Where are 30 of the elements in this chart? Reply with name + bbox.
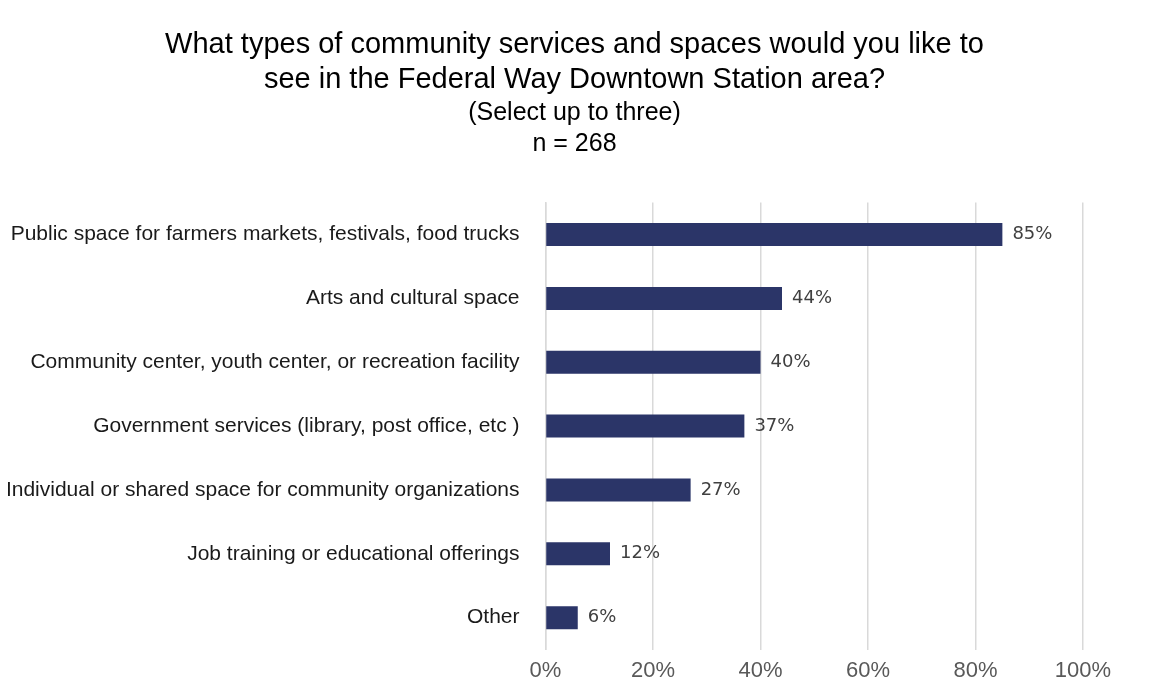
x-tick-label: 80% — [953, 656, 998, 682]
x-tick-label: 100% — [1054, 656, 1112, 682]
text: n = 268 — [531, 127, 618, 158]
bar — [546, 223, 1003, 247]
chart-title: What types of community services and spaces would you like to see in the Federal Way Downtown Station area? — [164, 26, 985, 96]
data-label: 27% — [700, 477, 741, 499]
bar — [546, 350, 761, 374]
y-tick-label: Community center, youth center, or recreation facility — [30, 349, 520, 373]
y-tick-label: Arts and cultural space — [305, 285, 520, 309]
x-tick-label: 40% — [738, 656, 783, 682]
x-tick-label: 20% — [630, 656, 676, 682]
bar — [546, 478, 691, 502]
bar — [546, 542, 610, 566]
y-tick-label: Public space for farmers markets, festivals, food trucks — [10, 221, 520, 245]
chart-subtitle: (Select up to three) — [467, 96, 682, 127]
data-label: 12% — [620, 541, 661, 563]
data-label: 85% — [1012, 222, 1053, 244]
data-label: 37% — [754, 413, 795, 435]
bar — [546, 414, 745, 438]
y-tick-label: Other — [466, 604, 520, 628]
data-label: 40% — [770, 349, 811, 371]
bar — [546, 286, 782, 310]
x-tick-label: 0% — [529, 656, 562, 682]
y-tick-label: Government services (library, post office, etc ) — [93, 412, 520, 436]
y-tick-label: Job training or educational offerings — [187, 540, 520, 564]
y-tick-label: Individual or shared space for community organizations — [5, 476, 520, 500]
bar — [546, 606, 578, 630]
data-label: 6% — [587, 605, 617, 627]
x-tick-label: 60% — [845, 656, 891, 682]
data-label: 44% — [792, 286, 833, 308]
